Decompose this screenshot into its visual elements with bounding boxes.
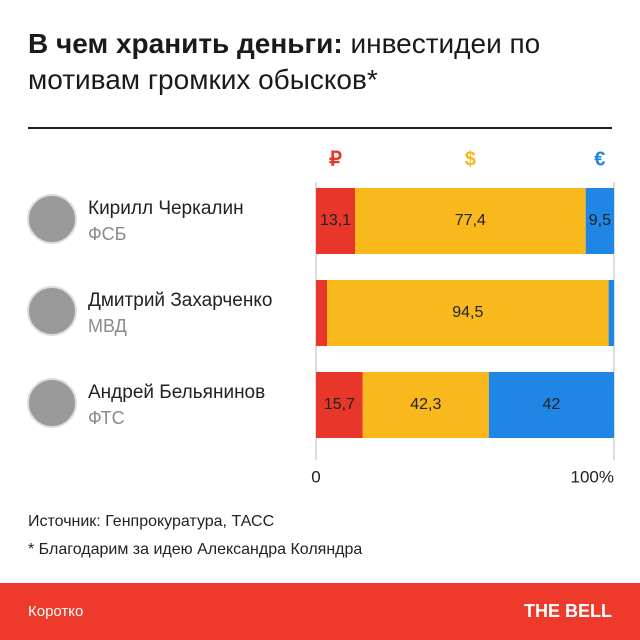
category-subtitle: ФСБ [88, 224, 127, 244]
legend-label: ₽ [329, 148, 342, 170]
bar-segment [608, 280, 614, 346]
bar-segment [355, 188, 586, 254]
footer-bar [0, 583, 640, 640]
category-label: Дмитрий Захарченко [88, 290, 272, 311]
avatar [27, 194, 77, 244]
value-label: 94,5 [452, 304, 483, 321]
footer-label: Коротко [28, 603, 83, 620]
category-label: Андрей Бельянинов [88, 382, 265, 403]
chart-subtitle: инвестидеи по мотивам громких обысков* [28, 28, 541, 95]
brand: THE BELL [524, 601, 612, 621]
x-tick-label: 0 [311, 467, 320, 486]
category-label: Кирилл Черкалин [88, 198, 244, 219]
value-label: 13,1 [320, 212, 351, 229]
bar-segment [327, 280, 609, 346]
value-label: 42 [543, 396, 561, 413]
title-block: В чем хранить деньги: инвестидеи по моти… [28, 26, 568, 98]
category-subtitle: МВД [88, 316, 127, 336]
bar-segment [316, 372, 363, 438]
legend-label: $ [465, 148, 476, 170]
x-tick-label: 100% [571, 467, 614, 486]
source: Источник: Генпрокуратура, ТАСС [28, 513, 274, 530]
legend-label: € [594, 148, 605, 170]
bar-segment [585, 188, 614, 254]
bar-segment [362, 372, 489, 438]
category-subtitle: ФТС [88, 408, 125, 428]
avatar [27, 286, 77, 336]
chart-title: В чем хранить деньги: [28, 28, 343, 59]
avatar [27, 378, 77, 428]
note: * Благодарим за идею Александра Коляндра [28, 541, 362, 558]
bar-segment [316, 280, 328, 346]
value-label: 9,5 [589, 212, 611, 229]
value-label: 77,4 [455, 212, 486, 229]
bar-segment [316, 188, 356, 254]
value-label: 42,3 [410, 396, 441, 413]
bar-segment [488, 372, 614, 438]
value-label: 15,7 [324, 396, 355, 413]
